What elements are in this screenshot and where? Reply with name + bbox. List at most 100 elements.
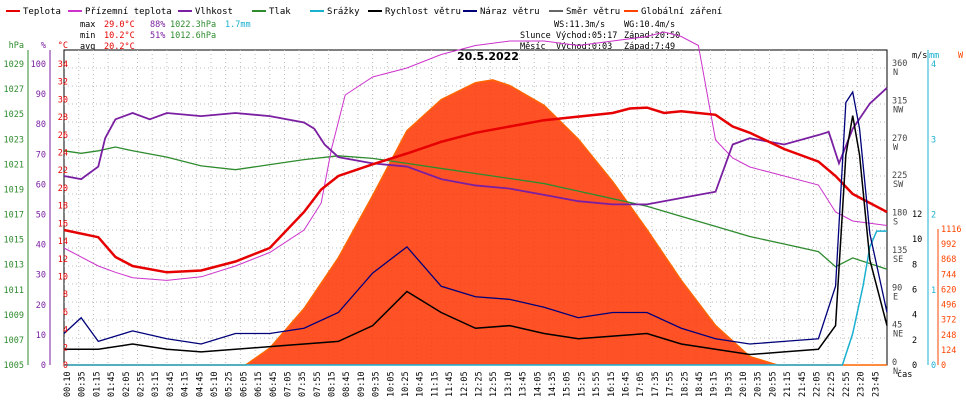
legend-label: Tlak: [269, 7, 291, 17]
axis-x-tick: 22:55: [842, 371, 852, 397]
axis-pct-unit: %: [41, 41, 46, 51]
axis-degc-tick: 24: [58, 149, 68, 159]
axis-dir-tick-label: E: [893, 292, 898, 302]
axis-w-tick: 744: [941, 270, 956, 280]
axis-w-tick: 1116: [941, 225, 961, 235]
axis-x-unit: čas: [897, 369, 912, 380]
axis-dir-tick-label: SE: [893, 255, 903, 265]
stat-max-label: max: [80, 20, 95, 30]
info-moon-rise: Východ:0:03: [556, 42, 612, 52]
axis-x-tick: 15:25: [577, 371, 587, 397]
axis-degc-unit: °C: [58, 41, 68, 51]
axis-ms-unit: m/s: [912, 51, 927, 61]
stat-avg-label: avg: [80, 42, 95, 52]
axis-degc-tick: 16: [58, 219, 68, 229]
series-teplota: [63, 106, 888, 274]
axis-x-tick: 07:05: [283, 371, 293, 397]
axis-x-tick: 06:15: [254, 371, 264, 397]
axis-x-tick: 23:45: [871, 371, 881, 397]
axis-dir-tick-label: NE: [893, 330, 903, 340]
axis-dir-tick: 360: [892, 59, 907, 69]
axis-dir-tick: 45: [892, 321, 902, 331]
legend: Teplota Přízemní teplota Vlhkost Tlak Srážky…: [6, 7, 722, 17]
axis-pct-tick: 100: [31, 60, 46, 70]
axis-ms-tick: 2: [912, 336, 917, 346]
axis-x-tick: 00:10: [63, 371, 73, 397]
axis-x-tick: 17:05: [636, 371, 646, 397]
axis-dir-tick: 0: [892, 358, 897, 368]
axis-x-tick: 21:45: [798, 371, 808, 397]
axis-degc-tick: 22: [58, 166, 68, 176]
axis-mm-unit: mm: [929, 51, 939, 61]
axis-x-tick: 18:45: [695, 371, 705, 397]
axis-ms-tick: 4: [912, 311, 917, 321]
axis-w-tick: 868: [941, 255, 956, 265]
axis-mm-tick: 0: [931, 361, 936, 371]
axis-ms-tick: 12: [912, 210, 922, 220]
axis-x-tick: 15:05: [563, 371, 573, 397]
axis-dir-tick: 270: [892, 134, 907, 144]
series-sr-ky: [64, 230, 887, 366]
axis-x-tick: 02:05: [122, 371, 132, 397]
axis-x-tick: 05:25: [225, 371, 235, 397]
axis-x-tick: 14:35: [548, 371, 558, 397]
stat-max-hum: 88%: [150, 20, 165, 30]
axis-w-tick: 0: [941, 361, 946, 371]
axis-hpa-tick: 1007: [4, 336, 24, 346]
axis-x-tick: 12:55: [489, 371, 499, 397]
legend-label: Teplota: [23, 7, 61, 17]
axis-w-tick: 248: [941, 331, 956, 341]
axis-x-tick: 11:45: [445, 371, 455, 397]
axis-degc-tick: 28: [58, 113, 68, 123]
axis-mm-tick: 1: [931, 286, 936, 296]
axis-x-tick: 15:55: [592, 371, 602, 397]
axis-x-tick: 21:15: [783, 371, 793, 397]
axis-x-tick: 10:25: [401, 371, 411, 397]
axis-ms-tick: 0: [912, 361, 917, 371]
axis-degc-tick: 18: [58, 202, 68, 212]
axis-x-tick: 07:55: [313, 371, 323, 397]
axis-degc-tick: 2: [63, 343, 68, 353]
axis-hpa-tick: 1005: [4, 361, 24, 371]
legend-label: Srážky: [327, 7, 360, 17]
stat-max-rain: 1.7mm: [225, 20, 251, 30]
axis-degc-tick: 0: [63, 361, 68, 371]
axis-hpa-tick: 1027: [4, 85, 24, 95]
axis-x-tick: 08:45: [342, 371, 352, 397]
info-sun-label: Slunce: [520, 31, 551, 41]
axis-w-tick: 620: [941, 285, 956, 295]
stat-min-press: 1012.6hPa: [170, 31, 216, 41]
axis-dir-tick: 315: [892, 96, 907, 106]
axis-x-tick: 10:45: [416, 371, 426, 397]
axis-degc-tick: 12: [58, 255, 68, 265]
axis-x-tick: 23:20: [857, 371, 867, 397]
axis-degc-tick: 8: [63, 290, 68, 300]
axis-pct-tick: 10: [36, 331, 46, 341]
axis-x-tick: 22:25: [827, 371, 837, 397]
axis-hpa-tick: 1015: [4, 236, 24, 246]
axis-x-tick: 18:25: [680, 371, 690, 397]
axis-x-tick: 16:45: [621, 371, 631, 397]
legend-label: Přízemní teplota: [85, 7, 172, 17]
axis-dir-tick: 135: [892, 246, 907, 256]
sun-moon-info: WS:11.3m/s WG:10.4m/s Slunce Východ:05:1…: [520, 20, 680, 52]
axis-hpa-unit: hPa: [9, 41, 24, 51]
axis-hpa-tick: 1021: [4, 160, 24, 170]
axis-w-tick: 992: [941, 240, 956, 250]
axis-x-tick: 06:05: [239, 371, 249, 397]
axis-pct-tick: 80: [36, 120, 46, 130]
axis-x-tick: 20:10: [739, 371, 749, 397]
axis-w-unit: W: [958, 51, 964, 61]
axis-hpa-tick: 1019: [4, 185, 24, 195]
axis-x-tick: 00:35: [78, 371, 88, 397]
axis-pct-tick: 50: [36, 211, 46, 221]
axis-x-tick: 09:10: [357, 371, 367, 397]
axis-pct-tick: 0: [41, 361, 46, 371]
axis-x-tick: 04:15: [181, 371, 191, 397]
legend-label: Vlhkost: [195, 7, 233, 17]
axis-mm-tick: 3: [931, 135, 936, 145]
info-sun-set: Západ:20:50: [624, 31, 680, 41]
axis-x-tick: 16:15: [607, 371, 617, 397]
axis-hpa-tick: 1023: [4, 135, 24, 145]
axis-w-tick: 124: [941, 346, 956, 356]
